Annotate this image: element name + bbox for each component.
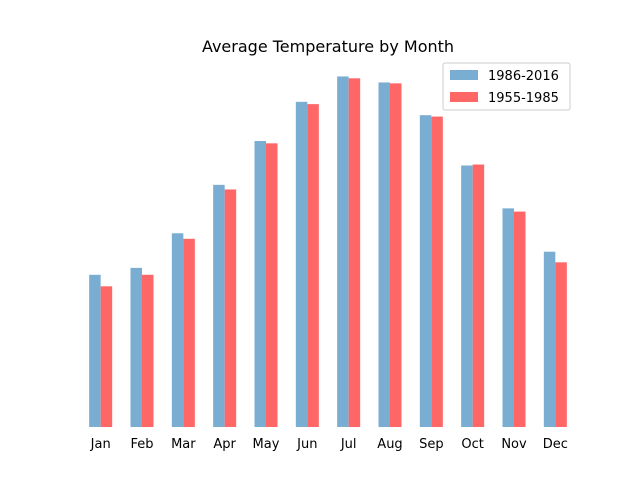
- x-tick-label-nov: Nov: [501, 437, 527, 452]
- bar-nov-series-1: [502, 208, 514, 427]
- x-tick-label-sep: Sep: [419, 437, 444, 452]
- x-tick-label-aug: Aug: [377, 437, 402, 452]
- bar-feb-series-2: [142, 274, 154, 427]
- bar-may-series-2: [266, 143, 278, 427]
- bar-may-series-1: [254, 141, 266, 427]
- legend-swatch-series-2: [450, 92, 478, 102]
- bar-jul-series-1: [337, 76, 349, 427]
- x-tick-label-feb: Feb: [130, 437, 153, 452]
- bar-dec-series-1: [543, 251, 556, 427]
- bar-jan-series-2: [100, 286, 113, 427]
- legend-label-series-2: 1955-1985: [488, 91, 559, 106]
- bar-nov-series-2: [514, 211, 526, 427]
- bar-feb-series-1: [130, 267, 142, 427]
- bar-sep-series-2: [431, 116, 443, 427]
- legend-swatch-series-1: [450, 70, 478, 80]
- legend-label-series-1: 1986-2016: [488, 69, 559, 84]
- bar-aug-series-2: [390, 83, 402, 428]
- bar-dec-series-2: [555, 262, 567, 427]
- x-tick-label-oct: Oct: [461, 437, 483, 452]
- bar-sep-series-1: [419, 115, 432, 427]
- bar-jun-series-1: [295, 101, 308, 427]
- bar-apr-series-1: [213, 184, 225, 427]
- x-tick-label-may: May: [253, 437, 280, 452]
- bar-jan-series-1: [89, 274, 101, 427]
- bar-mar-series-2: [183, 238, 195, 427]
- x-tick-label-jun: Jun: [296, 437, 317, 452]
- bar-jul-series-2: [348, 78, 361, 428]
- legend: 1986-2016 1955-1985: [442, 62, 571, 111]
- x-tick-labels: Jan Feb Mar Apr May Jun Jul Aug Sep Oct Nov Dec: [90, 437, 568, 452]
- bar-oct-series-1: [461, 165, 473, 427]
- x-tick-label-mar: Mar: [171, 437, 196, 452]
- bar-aug-series-1: [378, 82, 390, 427]
- x-tick-label-jan: Jan: [90, 437, 111, 452]
- bar-apr-series-2: [224, 189, 237, 427]
- bars-group: [89, 76, 567, 428]
- x-tick-label-jul: Jul: [340, 437, 357, 452]
- bar-mar-series-1: [171, 233, 184, 427]
- bar-oct-series-2: [472, 164, 485, 428]
- x-tick-label-dec: Dec: [543, 437, 568, 452]
- chart-title: Average Temperature by Month: [202, 37, 454, 56]
- bar-jun-series-2: [307, 104, 319, 428]
- x-tick-label-apr: Apr: [213, 437, 236, 452]
